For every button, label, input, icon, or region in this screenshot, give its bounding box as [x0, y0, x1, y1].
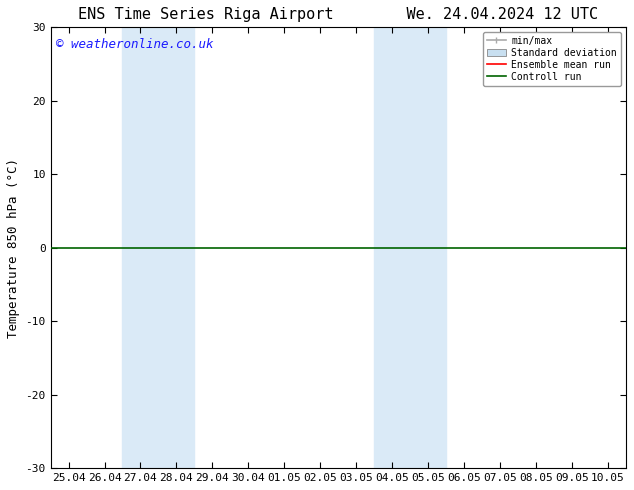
- Y-axis label: Temperature 850 hPa (°C): Temperature 850 hPa (°C): [7, 158, 20, 338]
- Text: © weatheronline.co.uk: © weatheronline.co.uk: [56, 38, 214, 51]
- Legend: min/max, Standard deviation, Ensemble mean run, Controll run: min/max, Standard deviation, Ensemble me…: [483, 32, 621, 86]
- Bar: [122, 27, 195, 468]
- Bar: [374, 27, 446, 468]
- Title: ENS Time Series Riga Airport        We. 24.04.2024 12 UTC: ENS Time Series Riga Airport We. 24.04.2…: [78, 7, 598, 22]
